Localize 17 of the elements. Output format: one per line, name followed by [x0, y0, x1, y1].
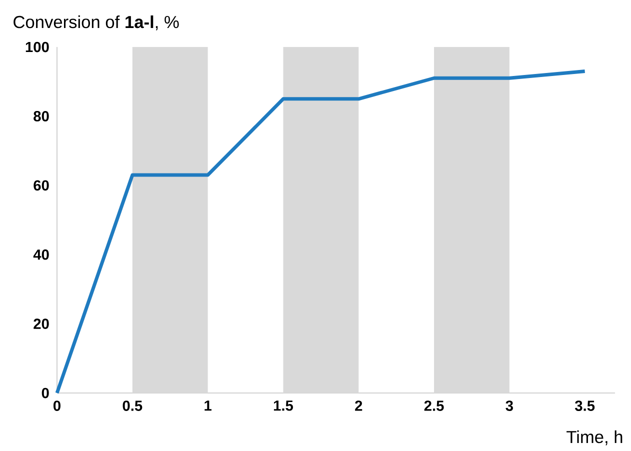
y-tick-label: 80 [34, 111, 49, 122]
x-tick-label: 2 [355, 400, 362, 411]
x-tick-label: 3 [506, 400, 513, 411]
x-tick-label: 0.5 [122, 400, 142, 411]
y-tick-label: 60 [34, 180, 49, 191]
x-tick-label: 3.5 [574, 400, 595, 411]
y-tick-label: 40 [33, 249, 49, 260]
x-tick-label: 0 [54, 400, 60, 411]
x-tick-label: 1 [204, 400, 212, 411]
y-tick-label: 100 [26, 42, 49, 52]
x-tick-label: 2.5 [424, 400, 444, 411]
y-axis-title: Conversion of 1a-l, % [14, 15, 179, 30]
x-axis-title: Time, h [566, 430, 622, 446]
y-tick-label: 20 [34, 318, 49, 329]
line-series [55, 69, 587, 395]
x-tick-label: 1.5 [274, 400, 293, 411]
y-tick-label: 0 [42, 388, 49, 398]
